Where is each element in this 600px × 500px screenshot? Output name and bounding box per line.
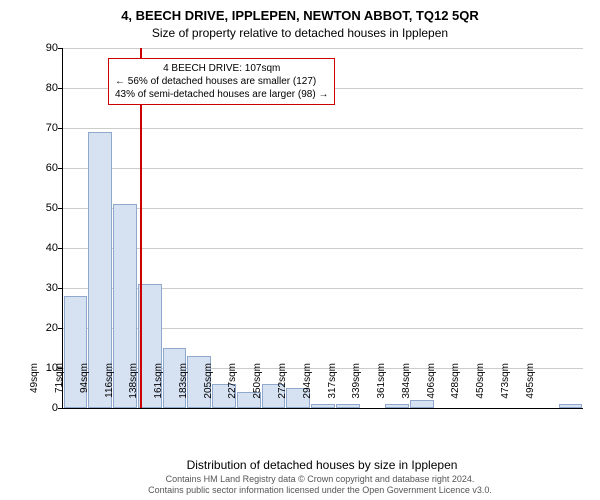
ytick-mark (58, 168, 63, 169)
xtick-label: 250sqm (252, 363, 263, 413)
xtick-label: 227sqm (227, 363, 238, 413)
xtick-label: 116sqm (104, 363, 115, 413)
xtick-label: 49sqm (29, 363, 40, 413)
xtick-label: 94sqm (79, 363, 90, 413)
xtick-label: 473sqm (500, 363, 511, 413)
ytick-label: 20 (33, 322, 58, 334)
ytick-mark (58, 88, 63, 89)
ytick-label: 60 (33, 162, 58, 174)
title-sub: Size of property relative to detached ho… (0, 26, 600, 40)
xtick-label: 428sqm (450, 363, 461, 413)
ytick-mark (58, 128, 63, 129)
xtick-label: 495sqm (525, 363, 536, 413)
ytick-mark (58, 48, 63, 49)
ytick-label: 90 (33, 42, 58, 54)
xtick-label: 450sqm (475, 363, 486, 413)
annotation-line-3: 43% of semi-detached houses are larger (… (115, 88, 328, 101)
annotation-line-2: ← 56% of detached houses are smaller (12… (115, 75, 328, 88)
xtick-label: 161sqm (153, 363, 164, 413)
xtick-label: 317sqm (327, 363, 338, 413)
ytick-label: 70 (33, 122, 58, 134)
xtick-label: 272sqm (277, 363, 288, 413)
ytick-mark (58, 248, 63, 249)
xtick-label: 138sqm (128, 363, 139, 413)
ytick-mark (58, 288, 63, 289)
xtick-label: 361sqm (376, 363, 387, 413)
x-axis-label: Distribution of detached houses by size … (62, 458, 582, 472)
xtick-label: 71sqm (54, 363, 65, 413)
histogram-bar (559, 404, 583, 408)
title-main: 4, BEECH DRIVE, IPPLEPEN, NEWTON ABBOT, … (0, 8, 600, 23)
xtick-label: 294sqm (302, 363, 313, 413)
ytick-mark (58, 328, 63, 329)
chart-plot-area: 010203040506070809049sqm71sqm94sqm116sqm… (62, 48, 583, 409)
xtick-label: 406sqm (426, 363, 437, 413)
ytick-label: 50 (33, 202, 58, 214)
license-line-2: Contains public sector information licen… (148, 485, 492, 495)
xtick-label: 183sqm (178, 363, 189, 413)
ytick-label: 40 (33, 242, 58, 254)
license-text: Contains HM Land Registry data © Crown c… (60, 474, 580, 496)
xtick-label: 384sqm (401, 363, 412, 413)
ytick-label: 80 (33, 82, 58, 94)
xtick-label: 339sqm (351, 363, 362, 413)
marker-annotation: 4 BEECH DRIVE: 107sqm← 56% of detached h… (108, 58, 335, 105)
ytick-mark (58, 208, 63, 209)
chart-container: 4, BEECH DRIVE, IPPLEPEN, NEWTON ABBOT, … (0, 0, 600, 500)
ytick-label: 30 (33, 282, 58, 294)
annotation-line-1: 4 BEECH DRIVE: 107sqm (115, 62, 328, 75)
xtick-label: 205sqm (203, 363, 214, 413)
license-line-1: Contains HM Land Registry data © Crown c… (166, 474, 475, 484)
